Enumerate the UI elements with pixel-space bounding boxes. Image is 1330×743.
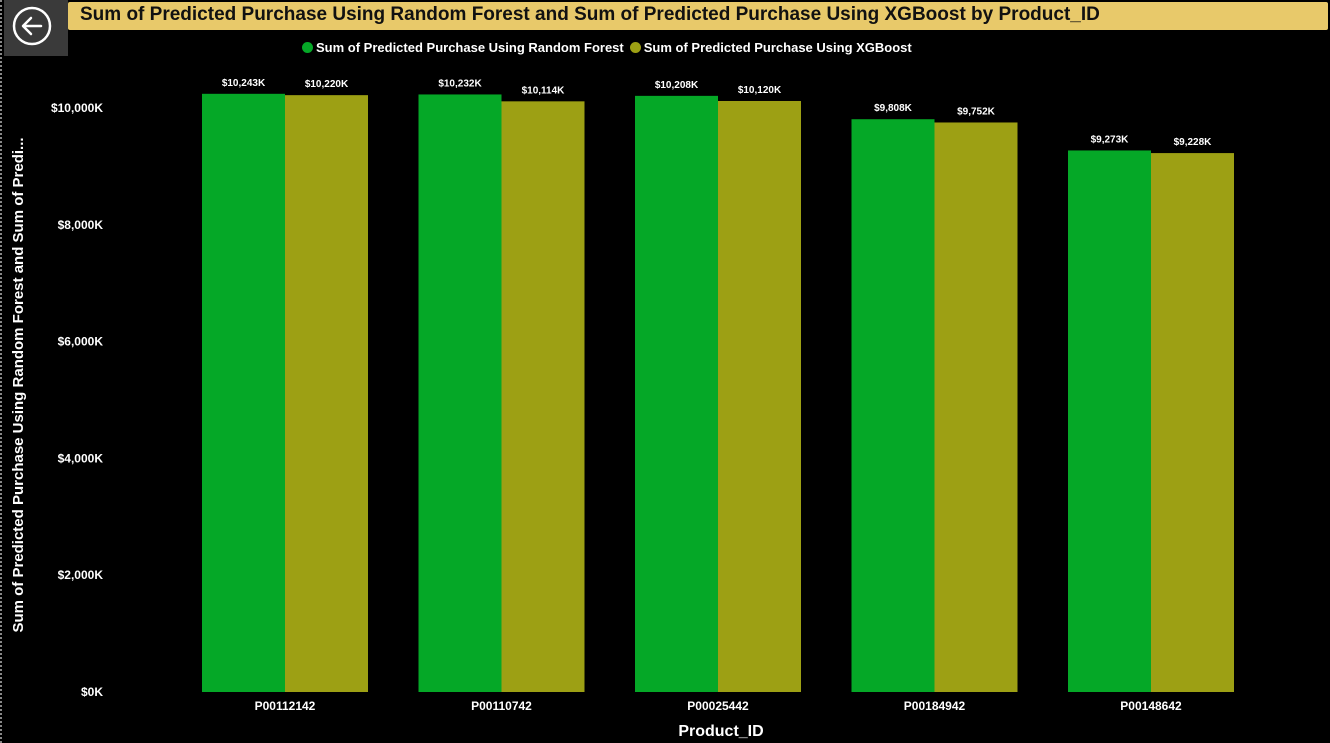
bar-random-forest[interactable]	[1068, 150, 1151, 693]
legend-marker-xgboost	[629, 42, 641, 53]
data-label-xgboost: $9,228K	[1174, 137, 1213, 148]
data-label-random-forest: $10,243K	[222, 78, 266, 89]
x-tick-label: P00110742	[471, 699, 532, 713]
bar-xgboost[interactable]	[718, 100, 801, 692]
bar-xgboost[interactable]	[934, 122, 1018, 692]
data-label-xgboost: $10,114K	[522, 85, 566, 96]
chart-legend: Sum of Predicted Purchase Using Random F…	[302, 40, 918, 55]
x-axis-title: Product_ID	[678, 723, 763, 740]
y-tick-label: $0K	[81, 685, 103, 699]
x-tick-label: P00112142	[255, 699, 316, 713]
data-label-random-forest: $9,273K	[1091, 134, 1130, 145]
legend-item-random-forest[interactable]: Sum of Predicted Purchase Using Random F…	[302, 40, 624, 55]
x-tick-label: P00184942	[904, 699, 966, 713]
bar-xgboost[interactable]	[285, 95, 368, 693]
bar-random-forest[interactable]	[202, 93, 285, 693]
bar-xgboost[interactable]	[1151, 153, 1234, 693]
back-button-tile[interactable]	[4, 0, 68, 56]
x-tick-label: P00025442	[687, 699, 749, 713]
legend-item-xgboost[interactable]: Sum of Predicted Purchase Using XGBoost	[629, 40, 912, 55]
y-axis-title: Sum of Predicted Purchase Using Random F…	[10, 137, 27, 632]
data-label-random-forest: $9,808K	[874, 103, 913, 114]
y-tick-label: $10,000K	[51, 101, 103, 115]
data-label-random-forest: $10,232K	[438, 78, 482, 89]
bar-xgboost[interactable]	[501, 101, 585, 692]
data-label-random-forest: $10,208K	[655, 80, 699, 91]
y-tick-label: $8,000K	[58, 218, 104, 232]
bar-random-forest[interactable]	[635, 95, 718, 693]
chart-title-bar: Sum of Predicted Purchase Using Random F…	[68, 2, 1328, 30]
back-arrow-icon[interactable]	[12, 6, 52, 46]
bar-random-forest[interactable]	[851, 119, 935, 693]
legend-label-xgboost: Sum of Predicted Purchase Using XGBoost	[643, 40, 912, 55]
chart-title: Sum of Predicted Purchase Using Random F…	[80, 4, 1100, 25]
data-label-xgboost: $9,752K	[957, 106, 996, 117]
y-tick-label: $4,000K	[58, 451, 104, 465]
data-label-xgboost: $10,120K	[738, 85, 782, 96]
bar-random-forest[interactable]	[418, 94, 502, 693]
legend-label-random-forest: Sum of Predicted Purchase Using Random F…	[316, 40, 624, 55]
data-label-xgboost: $10,220K	[305, 79, 349, 90]
legend-marker-random-forest	[302, 42, 313, 53]
y-tick-label: $6,000K	[58, 335, 104, 349]
y-tick-label: $2,000K	[58, 568, 104, 582]
x-tick-label: P00148642	[1120, 699, 1182, 713]
